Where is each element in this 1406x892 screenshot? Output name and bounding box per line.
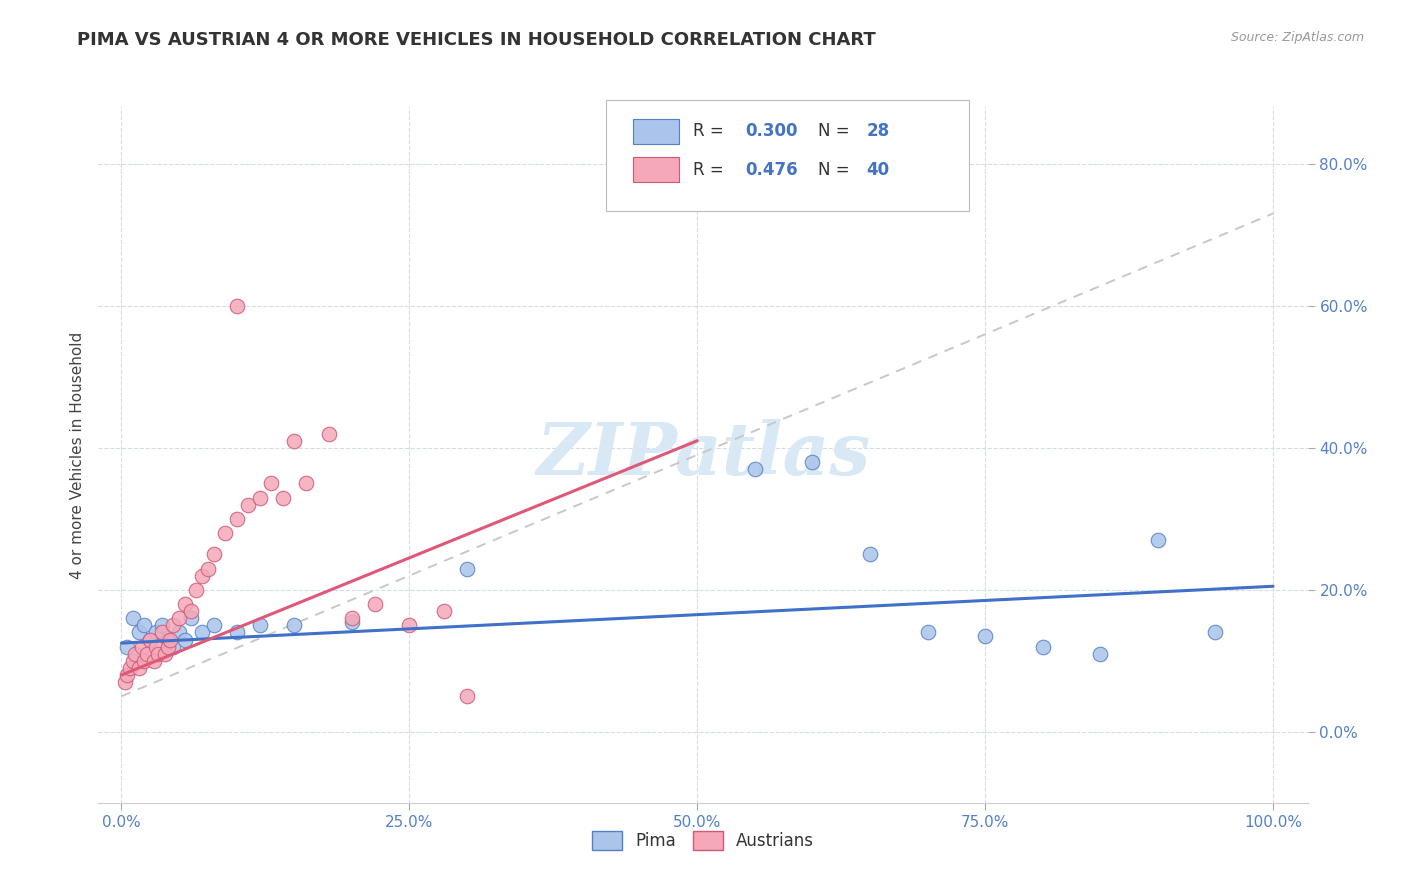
Text: R =: R =	[693, 161, 730, 178]
Point	[131, 640, 153, 654]
Point	[122, 611, 145, 625]
Point	[162, 618, 184, 632]
FancyBboxPatch shape	[633, 157, 679, 182]
Point	[191, 568, 214, 582]
Point	[150, 625, 173, 640]
Point	[917, 625, 939, 640]
Text: 40: 40	[866, 161, 890, 178]
Point	[134, 654, 156, 668]
Point	[225, 299, 247, 313]
Point	[173, 597, 195, 611]
Point	[186, 582, 208, 597]
Legend: Pima, Austrians: Pima, Austrians	[585, 824, 821, 857]
Point	[191, 625, 214, 640]
Point	[1032, 640, 1054, 654]
Text: 28: 28	[866, 122, 890, 140]
Point	[128, 661, 150, 675]
Point	[142, 654, 165, 668]
Point	[128, 625, 150, 640]
FancyBboxPatch shape	[606, 100, 969, 211]
Y-axis label: 4 or more Vehicles in Household: 4 or more Vehicles in Household	[69, 331, 84, 579]
Point	[283, 434, 305, 448]
Point	[155, 647, 177, 661]
Point	[744, 462, 766, 476]
Point	[294, 476, 316, 491]
Point	[115, 668, 138, 682]
Point	[114, 675, 136, 690]
Point	[225, 512, 247, 526]
Point	[1090, 647, 1112, 661]
Point	[148, 647, 170, 661]
Point	[134, 618, 156, 632]
Point	[271, 491, 294, 505]
Point	[150, 618, 173, 632]
Point	[249, 618, 271, 632]
Text: R =: R =	[693, 122, 730, 140]
Point	[283, 618, 305, 632]
Point	[456, 561, 478, 575]
Point	[1147, 533, 1170, 548]
Text: ZIPatlas: ZIPatlas	[536, 419, 870, 491]
Point	[159, 632, 181, 647]
Point	[118, 661, 141, 675]
Text: Source: ZipAtlas.com: Source: ZipAtlas.com	[1230, 31, 1364, 45]
Point	[260, 476, 283, 491]
Point	[139, 632, 162, 647]
Point	[340, 611, 363, 625]
Point	[1204, 625, 1226, 640]
Point	[433, 604, 456, 618]
Point	[456, 690, 478, 704]
Point	[156, 640, 179, 654]
Point	[180, 611, 202, 625]
Point	[225, 625, 247, 640]
Point	[214, 526, 236, 541]
Text: 0.300: 0.300	[745, 122, 797, 140]
Text: 0.476: 0.476	[745, 161, 799, 178]
Text: N =: N =	[818, 122, 855, 140]
Point	[124, 647, 146, 661]
FancyBboxPatch shape	[633, 119, 679, 144]
Point	[974, 629, 997, 643]
Point	[135, 647, 157, 661]
Point	[167, 625, 190, 640]
Point	[173, 632, 195, 647]
Point	[249, 491, 271, 505]
Point	[398, 618, 420, 632]
Point	[145, 625, 167, 640]
Point	[145, 640, 167, 654]
Point	[197, 561, 219, 575]
Point	[162, 640, 184, 654]
Point	[859, 547, 882, 561]
Text: N =: N =	[818, 161, 855, 178]
Point	[202, 547, 225, 561]
Point	[318, 426, 340, 441]
Text: PIMA VS AUSTRIAN 4 OR MORE VEHICLES IN HOUSEHOLD CORRELATION CHART: PIMA VS AUSTRIAN 4 OR MORE VEHICLES IN H…	[77, 31, 876, 49]
Point	[202, 618, 225, 632]
Point	[236, 498, 259, 512]
Point	[364, 597, 387, 611]
Point	[156, 632, 179, 647]
Point	[122, 654, 145, 668]
Point	[801, 455, 824, 469]
Point	[180, 604, 202, 618]
Point	[115, 640, 138, 654]
Point	[139, 632, 162, 647]
Point	[167, 611, 190, 625]
Point	[340, 615, 363, 629]
